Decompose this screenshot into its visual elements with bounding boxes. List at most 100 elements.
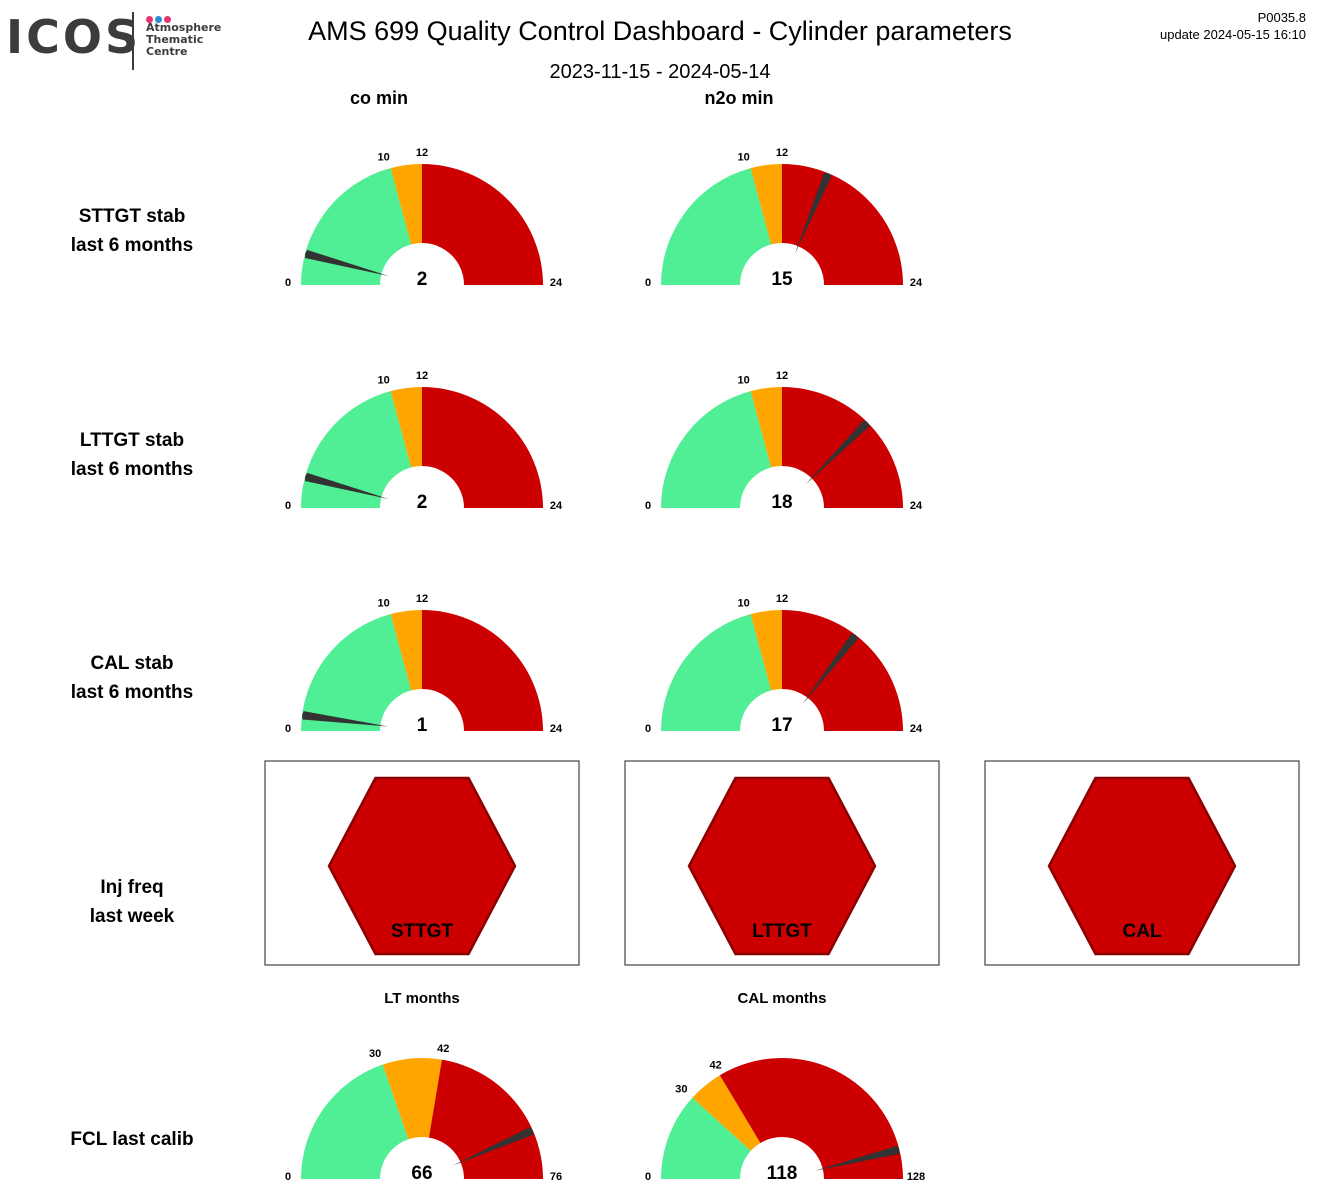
logo-subtitle-line-1: Atmosphere — [146, 21, 222, 34]
gauge-r3c2-tick-threshold-1: 10 — [737, 597, 749, 609]
gauge-r2c1-value: 2 — [417, 492, 428, 513]
gauge-r5c2-warning-band — [692, 1075, 761, 1151]
column-header-2: n2o min — [704, 88, 773, 108]
gauge-r2c1-warning-band — [390, 387, 422, 468]
gauge-r2c1-needle — [305, 472, 390, 500]
gauge-r1c2-tick-min: 0 — [645, 277, 651, 289]
gauge-r5c1-tick-threshold-1: 30 — [369, 1048, 381, 1060]
gauge-r3c1-tick-max: 24 — [550, 723, 563, 735]
gauge-r1c2-bad-band — [782, 164, 903, 285]
gauge-r5c2-good-band — [661, 1097, 751, 1179]
row-label-3-line-1: CAL stab — [90, 653, 173, 674]
gauge-r2c1-bad-band — [422, 387, 543, 508]
gauge-r5c1-tick-min: 0 — [285, 1171, 291, 1183]
gauge-r5c1-value: 66 — [411, 1163, 432, 1184]
gauge-r5c1-tick-threshold-2: 42 — [437, 1043, 449, 1055]
gauge-r3c2-tick-threshold-2: 12 — [776, 593, 788, 605]
gauge-r5c2-bad-band — [719, 1058, 903, 1179]
gauge-r3c1-value: 1 — [417, 715, 428, 736]
logo-subtitle-line-2: Thematic — [146, 33, 204, 46]
logo-dot-3 — [164, 16, 171, 23]
gauge-r1c1-good-band — [301, 168, 412, 285]
status-sttgt-hexagon — [327, 776, 517, 956]
gauge-r2c2-tick-threshold-2: 12 — [776, 370, 788, 382]
gauge-r2c1-tick-min: 0 — [285, 500, 291, 512]
gauge-r2c2-needle — [806, 420, 870, 484]
gauge-r1c1-tick-threshold-1: 10 — [377, 151, 389, 163]
row-label-5-line-1: FCL last calib — [70, 1129, 193, 1150]
gauge-r3c1-tick-min: 0 — [285, 723, 291, 735]
row-label-1-line-2: last 6 months — [71, 235, 193, 256]
gauge-r5c2-tick-threshold-2: 42 — [710, 1059, 722, 1071]
gauge-r3c2-tick-min: 0 — [645, 723, 651, 735]
row-label-1-line-1: STTGT stab — [79, 206, 186, 227]
gauge-r2c2-good-band — [661, 391, 772, 508]
gauge-r5c2-title: CAL months — [738, 990, 827, 1007]
version-code: P0035.8 — [1257, 10, 1306, 25]
gauge-r5c2-tick-max: 128 — [907, 1171, 925, 1183]
gauge-r1c1-needle — [305, 249, 390, 277]
dashboard-title: AMS 699 Quality Control Dashboard - Cyli… — [308, 16, 1012, 46]
row-label-3-line-2: last 6 months — [71, 682, 193, 703]
gauge-r3c2-tick-max: 24 — [910, 723, 923, 735]
version-info: P0035.8 update 2024-05-15 16:10 — [1160, 9, 1306, 43]
gauge-r3c2-needle — [802, 633, 859, 705]
gauge-r5c1-tick-max: 76 — [550, 1171, 562, 1183]
gauge-r1c2-needle — [795, 172, 832, 254]
gauge-r5c2-tick-min: 0 — [645, 1171, 651, 1183]
gauge-r1c1-tick-threshold-2: 12 — [416, 147, 428, 159]
gauge-r1c2-warning-band — [750, 164, 782, 245]
gauge-r1c1-warning-band — [390, 164, 422, 245]
gauge-r5c1-warning-band — [382, 1058, 442, 1140]
gauge-r1c1-tick-max: 24 — [550, 277, 563, 289]
gauge-r1c2-tick-max: 24 — [910, 277, 923, 289]
gauge-r2c2-tick-threshold-1: 10 — [737, 374, 749, 386]
row-label-4-line-2: last week — [90, 906, 175, 927]
update-timestamp: update 2024-05-15 16:10 — [1159, 27, 1306, 42]
gauge-r2c1-good-band — [301, 391, 412, 508]
row-label-2-line-2: last 6 months — [71, 459, 193, 480]
gauge-r3c2-warning-band — [750, 609, 782, 691]
gauge-r1c1-value: 2 — [417, 269, 428, 290]
logo-divider — [132, 12, 134, 70]
gauge-r1c2-tick-threshold-1: 10 — [737, 151, 749, 163]
logo-subtitle: Atmosphere Thematic Centre — [146, 22, 221, 58]
logo-dot-1 — [146, 16, 153, 23]
gauge-r2c1-tick-threshold-1: 10 — [377, 374, 389, 386]
column-header-1: co min — [350, 88, 408, 108]
status-lttgt-hexagon — [687, 776, 877, 956]
gauge-r1c2-value: 15 — [771, 269, 793, 290]
gauge-r2c2-tick-min: 0 — [645, 500, 651, 512]
gauge-r3c2-bad-band — [782, 610, 903, 731]
row-label-4-line-1: Inj freq — [100, 877, 163, 898]
gauge-r2c2-tick-max: 24 — [910, 500, 923, 512]
gauge-r3c1-needle — [302, 711, 389, 727]
gauge-r3c1-bad-band — [422, 610, 543, 731]
gauge-r3c2-good-band — [661, 614, 772, 731]
status-cal-label: CAL — [1122, 921, 1161, 942]
status-sttgt-label: STTGT — [391, 921, 454, 942]
gauge-r1c2-tick-threshold-2: 12 — [776, 147, 788, 159]
gauge-r5c1-good-band — [301, 1064, 409, 1179]
status-cal-hexagon — [1047, 776, 1237, 956]
logo-wordmark: ICOS — [6, 10, 142, 64]
logo-dots — [146, 10, 173, 23]
logo-dot-2 — [155, 16, 162, 23]
icos-logo: ICOS Atmosphere Thematic Centre — [6, 8, 226, 74]
gauge-r3c1-good-band — [301, 614, 412, 731]
gauge-r1c1-tick-min: 0 — [285, 277, 291, 289]
gauge-r2c2-value: 18 — [771, 492, 792, 513]
gauge-r3c1-tick-threshold-1: 10 — [377, 597, 389, 609]
gauge-r5c1-title: LT months — [384, 990, 460, 1007]
gauge-r5c1-bad-band — [428, 1059, 543, 1179]
gauge-r2c2-warning-band — [750, 387, 782, 468]
gauge-r2c1-tick-max: 24 — [550, 500, 563, 512]
gauge-r5c1-needle — [453, 1126, 534, 1166]
gauge-r5c2-value: 118 — [767, 1163, 798, 1184]
date-range: 2023-11-15 - 2024-05-14 — [549, 61, 771, 83]
gauge-r3c2-value: 17 — [771, 715, 792, 736]
gauge-r2c1-tick-threshold-2: 12 — [416, 370, 428, 382]
row-label-2-line-1: LTTGT stab — [80, 430, 184, 451]
gauge-r5c2-tick-threshold-1: 30 — [675, 1083, 687, 1095]
